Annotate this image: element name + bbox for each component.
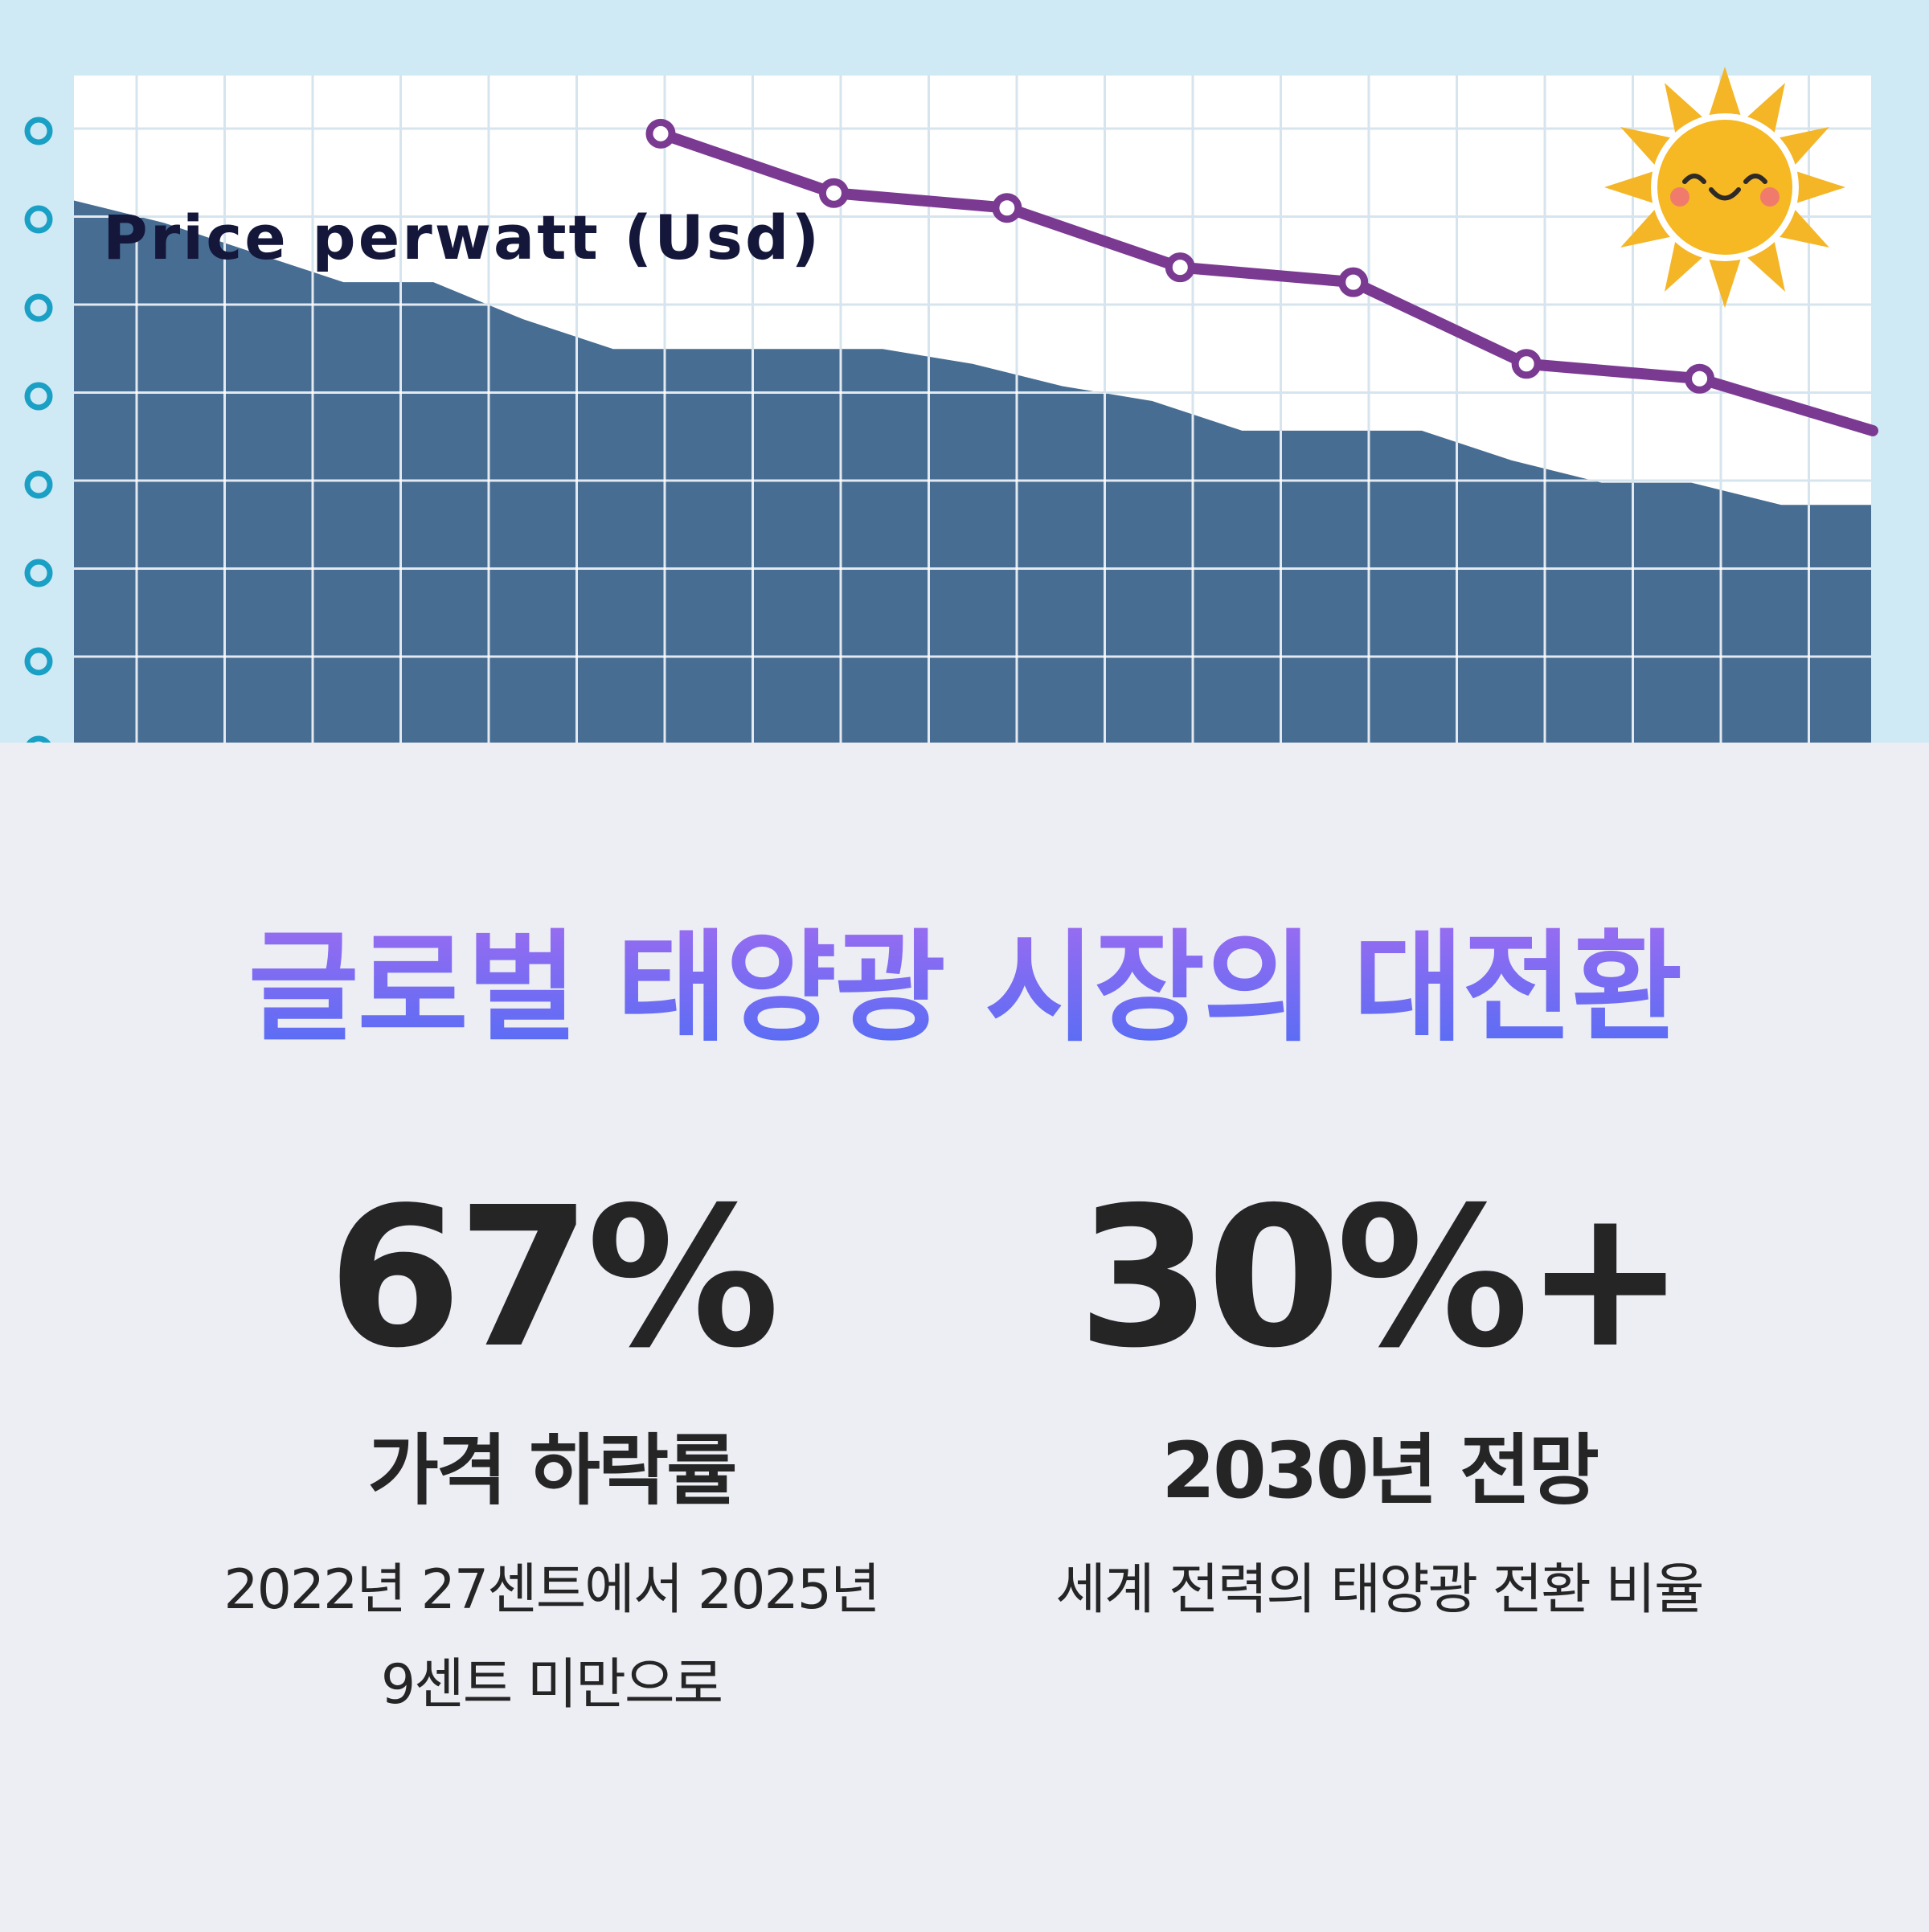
data-point [818, 178, 849, 208]
stat-2030-outlook: 30%+ 2030년 전망 세계 전력의 태양광 전환 비율 [977, 1173, 1781, 1638]
axis-dot [24, 293, 53, 322]
chart-illustration: Price perwatt (Usd) [0, 0, 1929, 743]
left-axis-dots [24, 117, 53, 743]
stat-value: 30%+ [1077, 1165, 1686, 1390]
stat-description: 세계 전력의 태양광 전환 비율 [977, 1543, 1781, 1638]
price-area [74, 200, 1871, 743]
axis-dot [24, 382, 53, 411]
stat-label: 가격 하락률 [367, 1426, 737, 1516]
axis-dot [24, 205, 53, 234]
data-point [992, 193, 1022, 223]
chart-label: Price perwatt (Usd) [103, 202, 821, 273]
axis-dot [24, 470, 53, 499]
price-chart: Price perwatt (Usd) [24, 67, 1878, 743]
data-point [1338, 267, 1369, 297]
stat-description-line: 9센트 미만으로 [380, 1653, 723, 1717]
sun-icon [1604, 67, 1845, 308]
data-point [1511, 349, 1542, 379]
axis-dot [24, 117, 53, 145]
data-point [645, 118, 676, 149]
price-line-points [645, 118, 1715, 394]
axis-dot [24, 647, 53, 676]
axis-dot [24, 559, 53, 587]
sun-ray [1706, 67, 1743, 122]
stat-description: 2022년 27센트에서 2025년 9센트 미만으로 [149, 1543, 953, 1733]
sun-ray [1604, 169, 1660, 206]
page-title: 글로벌 태양광 시장의 대전환 [0, 908, 1929, 1069]
stat-description-line: 세계 전력의 태양광 전환 비율 [1055, 1558, 1704, 1622]
axis-dot [26, 735, 51, 743]
data-point [1685, 363, 1715, 394]
sun-ray [1706, 252, 1743, 308]
stat-description-line: 2022년 27센트에서 2025년 [223, 1558, 880, 1622]
stat-value: 67% [327, 1165, 780, 1390]
stat-label: 2030년 전망 [1161, 1426, 1599, 1516]
data-point [1165, 252, 1195, 283]
sun-ray [1790, 169, 1845, 206]
stat-price-drop: 67% 가격 하락률 2022년 27센트에서 2025년 9센트 미만으로 [149, 1173, 953, 1733]
price-line [655, 128, 1878, 436]
